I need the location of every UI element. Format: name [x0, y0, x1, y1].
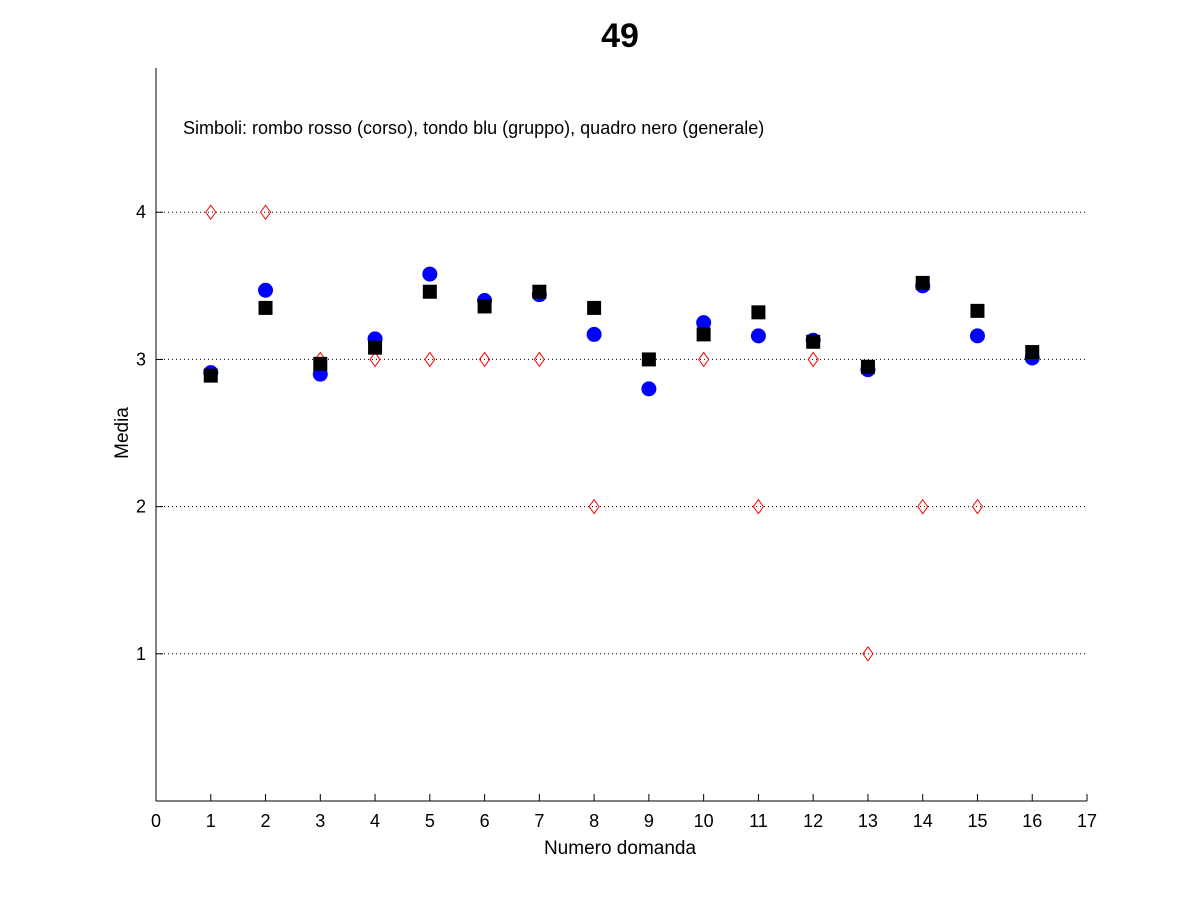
- circle-marker: [750, 328, 766, 344]
- diamond-marker: [807, 351, 819, 368]
- x-tick-label: 14: [913, 811, 933, 831]
- circle-marker: [641, 381, 657, 397]
- diamond-marker: [369, 351, 381, 368]
- x-tick-label: 1: [206, 811, 216, 831]
- circle-marker: [422, 266, 438, 282]
- square-marker: [860, 359, 875, 374]
- circle-marker: [969, 328, 985, 344]
- x-tick-label: 6: [480, 811, 490, 831]
- x-tick-label: 0: [151, 811, 161, 831]
- square-marker: [587, 300, 602, 315]
- diamond-marker: [698, 351, 710, 368]
- square-marker: [696, 327, 711, 342]
- grid-lines: [156, 211, 1087, 655]
- diamond-marker: [862, 645, 874, 662]
- square-marker: [422, 284, 437, 299]
- y-axis-label: Media: [112, 407, 133, 459]
- x-tick-label: 12: [803, 811, 823, 831]
- square-marker: [915, 275, 930, 290]
- diamond-marker: [752, 498, 765, 515]
- square-marker: [970, 303, 985, 318]
- diamond-marker: [259, 204, 272, 221]
- x-tick-label: 17: [1077, 811, 1097, 831]
- diamond-marker: [533, 351, 545, 368]
- square-marker: [313, 356, 328, 371]
- diamond-marker: [205, 204, 217, 221]
- circle-marker: [696, 315, 712, 331]
- x-tick-label: 11: [749, 811, 768, 831]
- square-marker: [258, 300, 273, 315]
- x-tick-label: 13: [858, 811, 878, 831]
- data-marks: [203, 204, 1040, 662]
- x-tick-label: 16: [1022, 811, 1042, 831]
- diamond-marker: [971, 498, 984, 515]
- y-tick-label: 3: [136, 349, 146, 369]
- square-marker: [806, 334, 821, 349]
- y-tick-label: 1: [136, 644, 146, 664]
- chart-annotation: Simboli: rombo rosso (corso), tondo blu …: [183, 118, 764, 138]
- square-marker: [751, 305, 766, 320]
- y-tick-label: 2: [136, 497, 146, 517]
- square-marker: [477, 299, 492, 314]
- diamond-marker: [424, 351, 436, 368]
- x-tick-label: 2: [261, 811, 271, 831]
- diamond-marker: [478, 351, 491, 368]
- diamond-marker: [588, 498, 600, 515]
- square-marker: [1025, 345, 1040, 360]
- diamond-marker: [917, 498, 929, 515]
- x-tick-label: 15: [967, 811, 987, 831]
- x-tick-label: 10: [694, 811, 714, 831]
- y-tick-label: 4: [136, 202, 146, 222]
- x-tick-label: 3: [315, 811, 325, 831]
- square-marker: [641, 352, 656, 367]
- x-axis-label: Numero domanda: [544, 838, 697, 859]
- x-tick-label: 9: [644, 811, 654, 831]
- x-tick-label: 5: [425, 811, 435, 831]
- x-tick-label: 8: [589, 811, 599, 831]
- x-tick-label: 4: [370, 811, 380, 831]
- square-marker: [532, 284, 547, 299]
- x-tick-label: 7: [534, 811, 544, 831]
- circle-marker: [258, 282, 274, 298]
- chart-title: 49: [601, 17, 639, 55]
- circle-marker: [586, 326, 602, 342]
- square-marker: [203, 368, 218, 383]
- square-marker: [368, 340, 383, 355]
